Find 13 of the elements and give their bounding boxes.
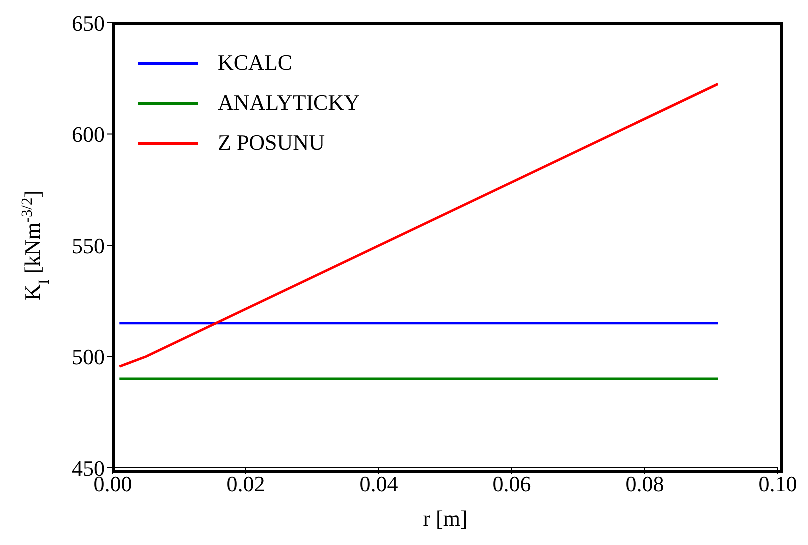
- x-axis-title: r [m]: [423, 506, 468, 531]
- x-tick-label: 0.08: [626, 472, 664, 497]
- y-tick-label: 650: [72, 10, 105, 36]
- x-tick-label: 0.10: [758, 472, 798, 497]
- x-tick-label: 0.04: [360, 472, 398, 497]
- y-tick-label: 500: [72, 344, 105, 370]
- legend-label: ANALYTICKY: [218, 89, 360, 117]
- x-tick-label: 0.02: [226, 472, 266, 497]
- x-tick-label: 0.06: [492, 472, 532, 497]
- legend-label: KCALC: [218, 49, 293, 77]
- y-tick-label: 600: [72, 122, 105, 148]
- legend-label: Z POSUNU: [218, 129, 325, 157]
- y-tick-label: 550: [72, 233, 105, 258]
